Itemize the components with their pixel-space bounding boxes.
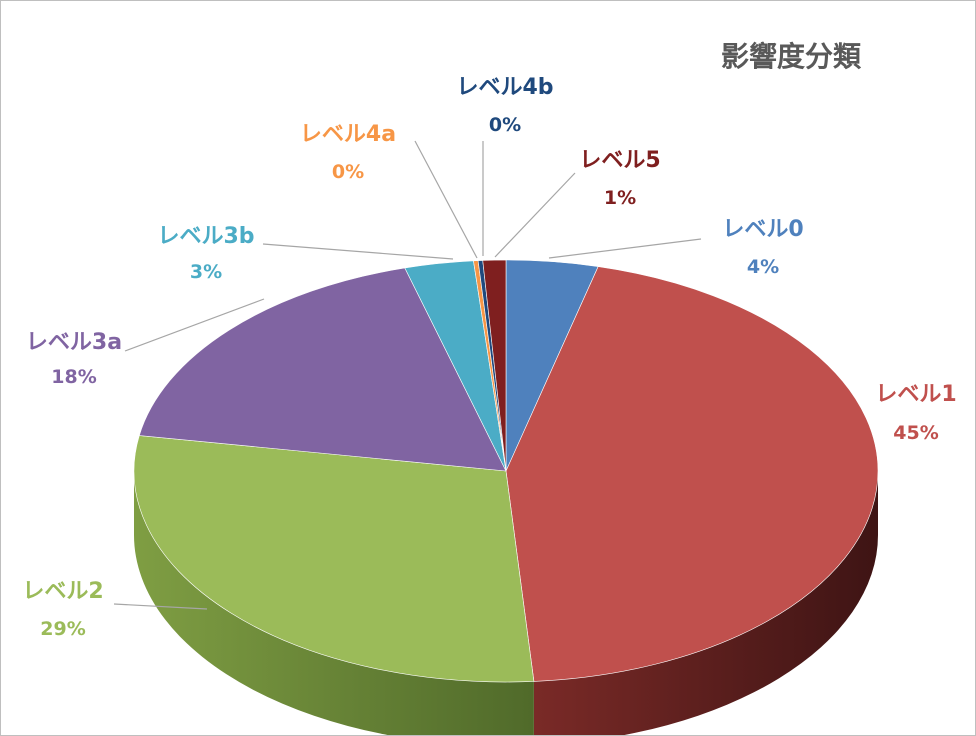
pie-slice-1 <box>505 266 879 682</box>
slice-percent-6: 0% <box>489 114 521 136</box>
slice-percent-7: 1% <box>604 187 636 209</box>
pie-slice-7 <box>482 259 507 472</box>
pie-slices <box>133 259 879 683</box>
slice-label-3: レベル3a <box>26 330 122 355</box>
slice-label-2: レベル2 <box>22 579 103 604</box>
slice-percent-5: 0% <box>332 161 364 183</box>
leader-line-0 <box>548 238 702 259</box>
slice-percent-0: 4% <box>747 256 779 278</box>
chart-title: 影響度分類 <box>721 40 862 73</box>
leader-line-5 <box>414 140 478 259</box>
leader-lines <box>113 140 702 610</box>
data-labels: レベル0 4% レベル1 45% レベル2 29% レベル3a 18% レベル3b 3% レベル4a… <box>22 75 956 640</box>
slice-label-6: レベル4b <box>456 75 553 100</box>
slice-percent-3: 18% <box>51 366 96 388</box>
leader-line-4 <box>262 243 454 260</box>
slice-label-7: レベル5 <box>579 148 660 173</box>
slice-percent-4: 3% <box>190 261 222 283</box>
pie-side-1 <box>533 471 878 735</box>
slice-label-0: レベル0 <box>722 217 803 242</box>
pie-slice-3 <box>138 267 507 472</box>
leader-line-7 <box>494 172 576 258</box>
slice-label-1: レベル1 <box>875 382 956 407</box>
leader-line-3 <box>124 298 265 352</box>
pie-side-2 <box>134 471 534 735</box>
leader-line-2 <box>113 603 208 610</box>
pie-slice-2 <box>133 435 535 683</box>
pie-side-walls <box>134 471 878 735</box>
slice-percent-1: 45% <box>893 422 938 444</box>
slice-percent-2: 29% <box>40 618 85 640</box>
slice-label-5: レベル4a <box>300 122 396 147</box>
slice-label-4: レベル3b <box>157 224 254 249</box>
